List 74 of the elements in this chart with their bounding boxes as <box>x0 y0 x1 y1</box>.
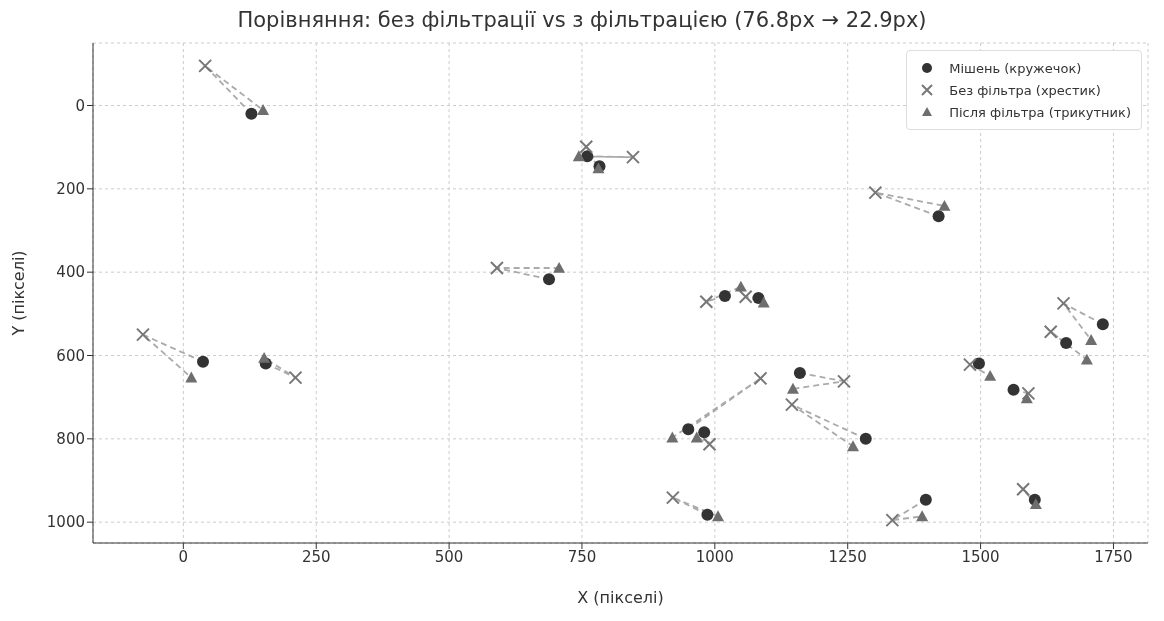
y-tick-label: 600 <box>56 346 85 365</box>
point <box>847 440 860 452</box>
point <box>690 431 703 443</box>
x-tick-label: 1500 <box>961 547 1000 566</box>
point <box>1043 324 1058 339</box>
point <box>288 370 303 385</box>
point <box>962 357 977 372</box>
y-tick-label: 400 <box>56 263 85 282</box>
y-tick-label: 1000 <box>46 513 85 532</box>
y-axis-title: Y (пікселі) <box>8 250 28 337</box>
point <box>198 58 213 73</box>
point <box>572 150 585 162</box>
x-tick-label: 500 <box>434 547 464 566</box>
point <box>682 423 695 436</box>
point <box>784 397 799 412</box>
point <box>718 289 731 302</box>
x-tick-label: 1250 <box>828 547 867 566</box>
point <box>938 199 951 211</box>
point <box>972 357 985 370</box>
point <box>1021 386 1036 401</box>
point <box>665 490 680 505</box>
point <box>859 432 872 445</box>
point <box>553 262 566 273</box>
point <box>793 367 806 379</box>
point <box>836 374 851 389</box>
point <box>1096 318 1109 331</box>
point <box>579 139 594 154</box>
point <box>868 185 883 200</box>
point <box>543 273 556 286</box>
y-tick-label: 0 <box>75 96 85 115</box>
y-tick-label: 200 <box>56 180 85 199</box>
point <box>698 426 711 439</box>
point <box>885 513 900 528</box>
point <box>984 369 997 381</box>
x-tick-label: 0 <box>178 547 189 566</box>
point <box>699 294 714 309</box>
point <box>1007 383 1020 396</box>
point <box>932 210 945 223</box>
legend-label: Мішень (кружечок) <box>949 60 1082 76</box>
x-axis-title: X (пікселі) <box>577 588 664 607</box>
point <box>1080 353 1093 365</box>
point <box>1060 337 1073 349</box>
legend-label: Без фільтра (хрестик) <box>949 82 1101 98</box>
point <box>919 493 932 506</box>
x-tick-label: 1000 <box>695 547 734 566</box>
chart-title: Порівняння: без фільтрації vs з фільтрацією (76.8px → 22.9px) <box>236 8 928 34</box>
point <box>197 355 210 368</box>
x-tick-label: 1750 <box>1094 547 1133 566</box>
point <box>666 431 679 443</box>
point <box>1020 392 1033 404</box>
point <box>701 508 714 521</box>
point <box>702 437 717 452</box>
x-tick-label: 750 <box>567 547 597 566</box>
point <box>257 104 270 115</box>
y-tick-label: 800 <box>56 430 85 449</box>
point <box>245 107 258 120</box>
point <box>734 280 747 292</box>
x-tick-label: 250 <box>301 547 331 566</box>
point <box>1085 334 1098 345</box>
point <box>757 296 770 308</box>
legend-label: Після фільтра (трикутник) <box>949 104 1131 120</box>
point <box>1029 498 1042 510</box>
point <box>738 289 753 304</box>
point <box>185 371 198 383</box>
point <box>625 150 640 165</box>
point <box>489 261 504 275</box>
point <box>1016 482 1031 497</box>
point <box>916 510 929 522</box>
point <box>786 382 799 394</box>
point <box>135 327 150 342</box>
point <box>753 371 768 386</box>
point <box>258 352 271 363</box>
point <box>1056 296 1071 311</box>
point <box>712 510 725 522</box>
